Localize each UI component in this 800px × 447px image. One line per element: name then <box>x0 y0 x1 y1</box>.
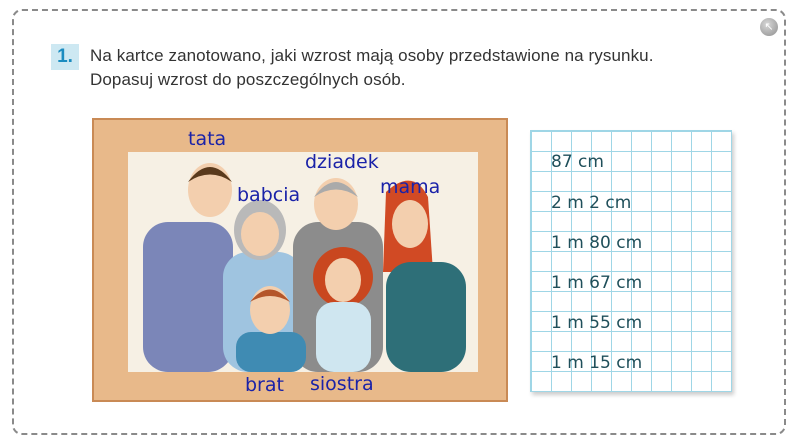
label-tata: tata <box>188 128 227 150</box>
label-siostra: siostra <box>310 373 374 395</box>
label-dziadek: dziadek <box>305 151 379 173</box>
sister-figure <box>313 247 373 372</box>
grid-paper-card: 87 cm 2 m 2 cm 1 m 80 cm 1 m 67 cm 1 m 5… <box>530 130 732 392</box>
exercise-card <box>12 9 786 435</box>
family-illustration <box>128 152 478 372</box>
height-item: 1 m 55 cm <box>551 313 643 333</box>
brother-figure <box>236 286 306 372</box>
height-item: 2 m 2 cm <box>551 193 632 213</box>
instruction-line-1: Na kartce zanotowano, jaki wzrost mają o… <box>90 46 654 65</box>
label-brat: brat <box>245 374 284 396</box>
height-item: 1 m 15 cm <box>551 353 643 373</box>
arrow-up-left-icon[interactable]: ↖ <box>760 18 778 36</box>
label-babcia: babcia <box>237 184 301 206</box>
father-figure <box>143 163 233 372</box>
mother-figure <box>383 180 466 372</box>
exercise-number: 1. <box>51 44 79 70</box>
height-item: 87 cm <box>551 152 604 172</box>
instruction-line-2: Dopasuj wzrost do poszczególnych osób. <box>90 70 406 89</box>
exercise-instruction: Na kartce zanotowano, jaki wzrost mają o… <box>90 44 654 92</box>
height-item: 1 m 80 cm <box>551 233 643 253</box>
height-item: 1 m 67 cm <box>551 273 643 293</box>
label-mama: mama <box>380 176 441 198</box>
